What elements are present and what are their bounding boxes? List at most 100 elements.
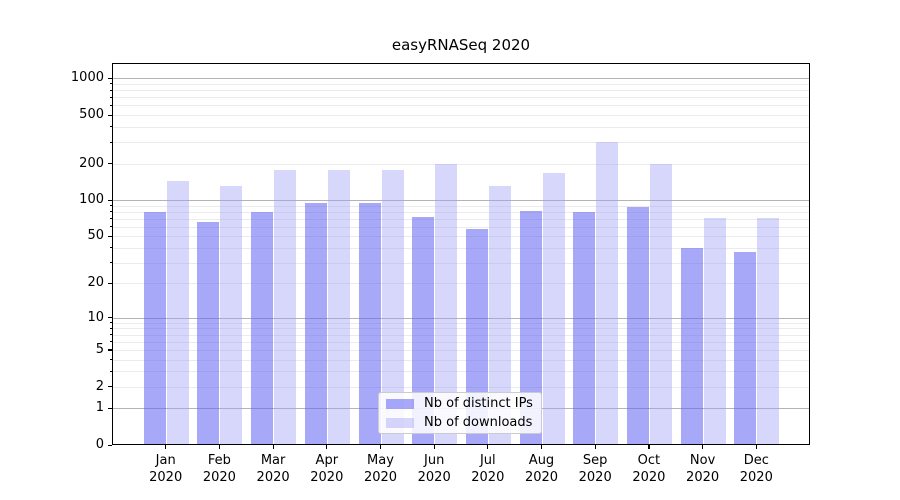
gridline-5 xyxy=(112,349,810,351)
gridline-8 xyxy=(112,328,810,330)
y-tick-mark-100 xyxy=(108,199,112,201)
gridline-10 xyxy=(112,317,810,319)
x-tick-label-jan-2020: Jan 2020 xyxy=(149,453,183,485)
bar-distinct-ips-nov-2020 xyxy=(680,247,703,445)
y-tick-label-10: 10 xyxy=(87,309,104,325)
y-minor-tick-7 xyxy=(110,334,112,336)
bar-downloads-jan-2020 xyxy=(166,181,189,445)
x-tick-label-feb-2020: Feb 2020 xyxy=(202,453,236,485)
legend-swatch-distinct-ips xyxy=(386,398,414,409)
bar-distinct-ips-apr-2020 xyxy=(304,202,327,445)
gridline-4 xyxy=(112,359,810,361)
gridline-200 xyxy=(112,163,810,165)
gridline-400 xyxy=(112,126,810,128)
legend-item-downloads: Nb of downloads xyxy=(386,415,534,430)
gridline-900 xyxy=(112,83,810,85)
y-tick-label-100: 100 xyxy=(79,192,104,208)
y-tick-label-5: 5 xyxy=(95,341,104,357)
y-minor-tick-300 xyxy=(110,141,112,143)
x-tick-mark-sep-2020 xyxy=(594,445,596,449)
y-tick-mark-2 xyxy=(108,386,112,388)
y-minor-tick-60 xyxy=(110,226,112,228)
y-minor-tick-70 xyxy=(110,218,112,220)
bar-downloads-may-2020 xyxy=(381,169,404,445)
chart-title: easyRNASeq 2020 xyxy=(391,36,531,54)
bar-downloads-feb-2020 xyxy=(220,186,243,445)
x-tick-mark-oct-2020 xyxy=(648,445,650,449)
x-tick-mark-jan-2020 xyxy=(165,445,167,449)
x-tick-label-apr-2020: Apr 2020 xyxy=(310,453,344,485)
x-tick-label-oct-2020: Oct 2020 xyxy=(632,453,666,485)
x-tick-label-jun-2020: Jun 2020 xyxy=(417,453,451,485)
bar-distinct-ips-feb-2020 xyxy=(197,221,220,445)
y-minor-tick-4 xyxy=(110,359,112,361)
gridline-500 xyxy=(112,115,810,117)
legend-swatch-downloads xyxy=(386,417,414,428)
y-tick-mark-1000 xyxy=(108,77,112,79)
x-tick-mark-jun-2020 xyxy=(433,445,435,449)
y-minor-tick-400 xyxy=(110,126,112,128)
x-tick-label-aug-2020: Aug 2020 xyxy=(524,453,559,485)
plot-area: Nb of distinct IPs Nb of downloads xyxy=(112,63,810,445)
y-minor-tick-9 xyxy=(110,322,112,324)
x-tick-mark-apr-2020 xyxy=(326,445,328,449)
bar-downloads-jun-2020 xyxy=(435,163,458,445)
gridline-6 xyxy=(112,341,810,343)
x-tick-label-mar-2020: Mar 2020 xyxy=(256,453,290,485)
x-tick-mark-aug-2020 xyxy=(541,445,543,449)
y-minor-tick-40 xyxy=(110,247,112,249)
y-minor-tick-8 xyxy=(110,327,112,329)
y-tick-mark-20 xyxy=(108,282,112,285)
bar-distinct-ips-jun-2020 xyxy=(412,217,435,445)
gridline-600 xyxy=(112,105,810,107)
bar-distinct-ips-jul-2020 xyxy=(465,228,488,445)
gridline-3 xyxy=(112,371,810,373)
x-tick-mark-jul-2020 xyxy=(487,445,489,449)
y-tick-label-500: 500 xyxy=(79,107,104,123)
y-tick-label-1000: 1000 xyxy=(70,70,104,86)
x-tick-label-jul-2020: Jul 2020 xyxy=(471,453,505,485)
gridline-30 xyxy=(112,262,810,264)
bar-distinct-ips-oct-2020 xyxy=(626,206,649,445)
gridline-800 xyxy=(112,90,810,92)
bar-distinct-ips-mar-2020 xyxy=(251,212,274,445)
y-minor-tick-600 xyxy=(110,104,112,106)
y-tick-mark-500 xyxy=(108,114,112,116)
bar-downloads-aug-2020 xyxy=(542,172,565,445)
bar-downloads-mar-2020 xyxy=(274,169,297,445)
x-tick-mark-may-2020 xyxy=(380,445,382,449)
y-tick-mark-200 xyxy=(108,163,112,165)
legend: Nb of distinct IPs Nb of downloads xyxy=(378,392,542,434)
bar-distinct-ips-dec-2020 xyxy=(734,252,757,445)
y-tick-mark-50 xyxy=(108,235,112,237)
bar-downloads-nov-2020 xyxy=(703,218,726,445)
gridline-100 xyxy=(112,200,810,202)
x-tick-mark-dec-2020 xyxy=(755,445,757,449)
y-tick-mark-5 xyxy=(108,349,112,351)
x-tick-label-dec-2020: Dec 2020 xyxy=(739,453,773,485)
gridline-40 xyxy=(112,247,810,249)
legend-label-distinct-ips: Nb of distinct IPs xyxy=(424,396,533,411)
bar-downloads-oct-2020 xyxy=(649,163,672,445)
y-tick-mark-1 xyxy=(108,407,112,409)
y-tick-mark-10 xyxy=(108,317,112,319)
gridline-300 xyxy=(112,142,810,144)
gridline-7 xyxy=(112,334,810,336)
y-minor-tick-800 xyxy=(110,89,112,91)
gridline-20 xyxy=(112,283,810,285)
legend-item-distinct-ips: Nb of distinct IPs xyxy=(386,396,534,411)
y-tick-label-1: 1 xyxy=(95,400,104,416)
y-tick-label-200: 200 xyxy=(79,155,104,171)
x-tick-mark-nov-2020 xyxy=(702,445,704,449)
y-tick-label-20: 20 xyxy=(87,275,104,291)
bar-downloads-sep-2020 xyxy=(596,142,619,445)
x-tick-label-may-2020: May 2020 xyxy=(363,453,398,485)
y-minor-tick-900 xyxy=(110,83,112,85)
bar-distinct-ips-may-2020 xyxy=(358,202,381,445)
gridline-90 xyxy=(112,205,810,207)
y-minor-tick-6 xyxy=(110,341,112,343)
gridline-2 xyxy=(112,386,810,388)
gridline-9 xyxy=(112,322,810,324)
y-tick-mark-0 xyxy=(108,444,112,446)
